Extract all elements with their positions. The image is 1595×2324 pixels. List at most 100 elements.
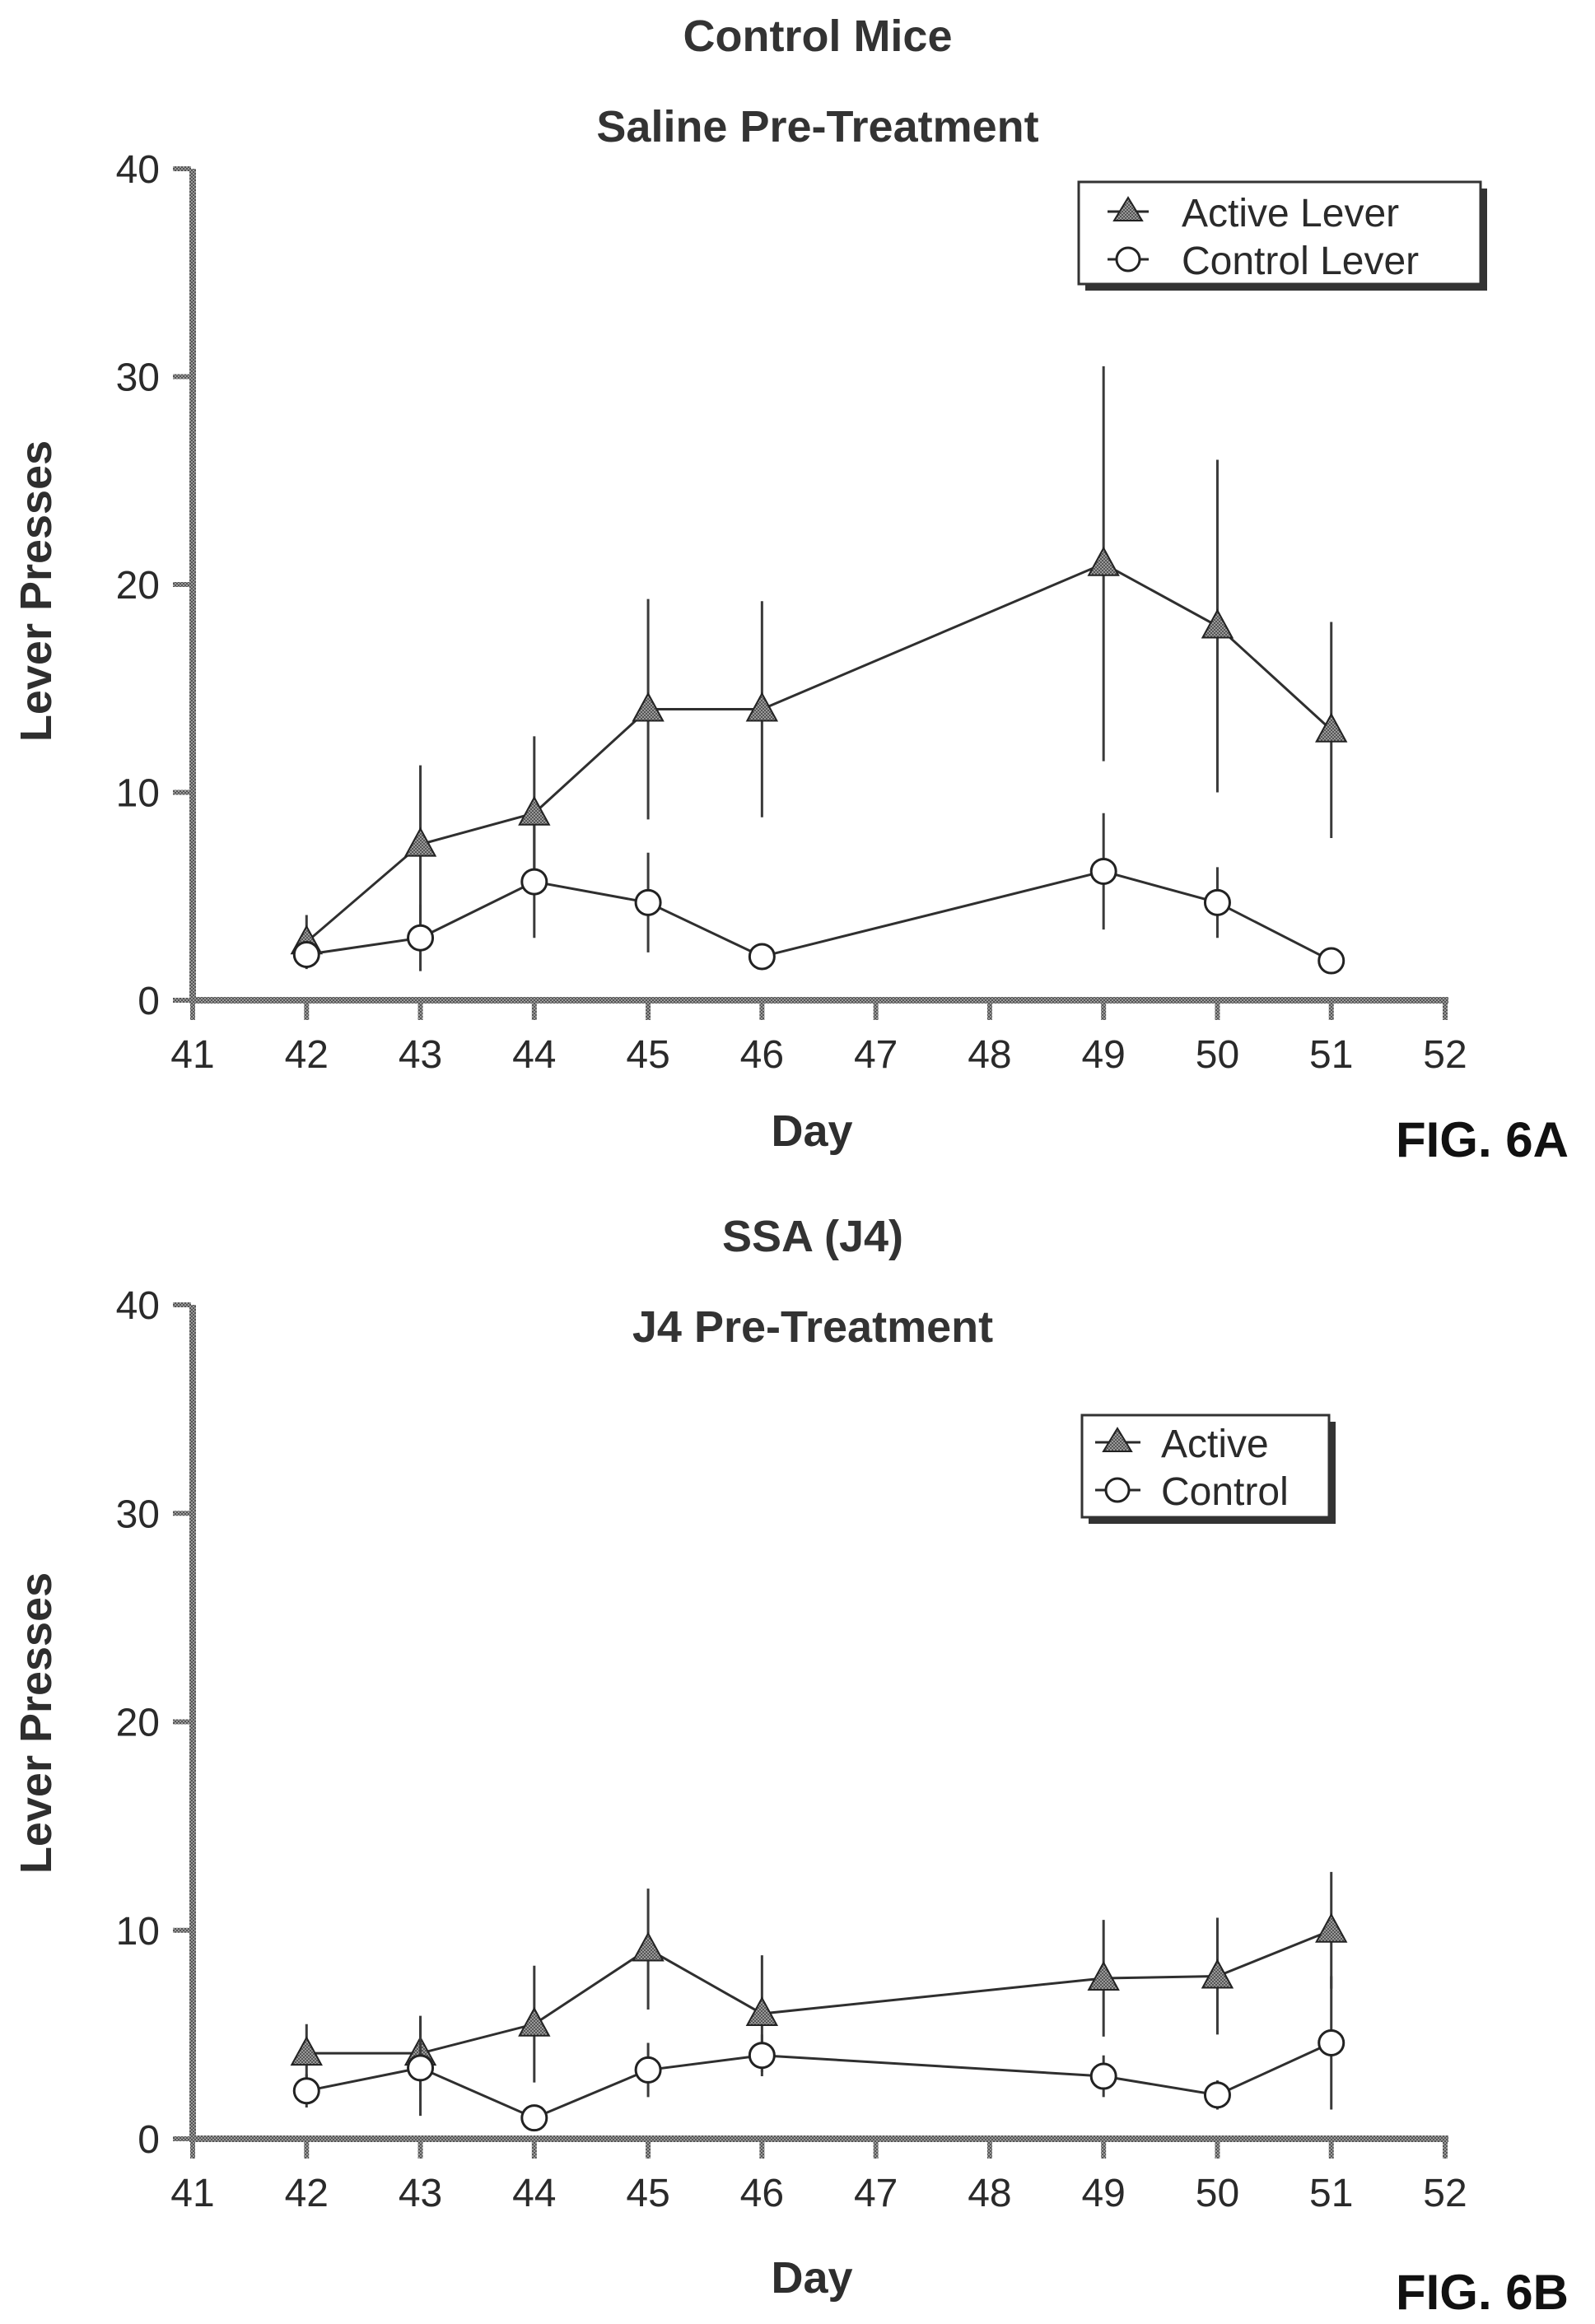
x-tick — [1215, 2140, 1220, 2159]
triangle-point — [518, 2006, 551, 2037]
x-tick-label: 50 — [1196, 1033, 1239, 1077]
y-tick-label: 0 — [138, 2118, 160, 2162]
x-axis-label-a: Day — [771, 1106, 852, 1156]
x-tick-label: 52 — [1423, 1033, 1467, 1077]
legend-triangle-marker-a — [1112, 196, 1144, 221]
legend-label-control-b: Control — [1161, 1470, 1289, 1514]
x-tick-label: 49 — [1081, 1033, 1125, 1077]
chart-title-a: Control Mice — [683, 12, 952, 61]
legend-label-active-a: Active Lever — [1182, 192, 1399, 235]
x-tick — [417, 2140, 423, 2159]
chart-panel-b: SSA (J4) J4 Pre-Treatment 0 10 20 30 40 41 42… — [12, 1212, 1569, 2320]
circle-point — [1318, 947, 1345, 975]
y-axis-line — [189, 1305, 196, 2142]
x-axis-label-b: Day — [771, 2253, 852, 2303]
y-tick-label: 30 — [116, 1493, 160, 1536]
circle-point — [407, 924, 435, 952]
triangle-point — [1201, 1958, 1234, 1989]
triangle-point — [1087, 546, 1120, 576]
x-tick-label: 46 — [740, 2172, 784, 2215]
y-tick — [173, 166, 191, 171]
x-tick-label: 47 — [854, 2172, 898, 2215]
series-active — [290, 366, 1348, 970]
circle-point — [292, 940, 320, 968]
x-axis-line — [189, 2135, 1448, 2142]
legend-triangle-marker-b — [1102, 1427, 1133, 1452]
x-tick — [1328, 1002, 1334, 1020]
y-tick-label: 20 — [116, 564, 160, 608]
plot-area-a — [290, 366, 1348, 975]
x-tick — [986, 2140, 992, 2159]
series-active — [290, 1871, 1348, 2091]
legend-a: Active Lever Control Lever — [1077, 180, 1487, 291]
x-tick — [1101, 2140, 1107, 2159]
series-line — [305, 2042, 1332, 2120]
x-tick — [190, 1002, 195, 1020]
x-tick-label: 44 — [512, 1033, 556, 1077]
chart-subtitle-a: Saline Pre-Treatment — [596, 102, 1038, 151]
legend-circle-marker-a — [1115, 246, 1141, 272]
x-axis-line — [189, 997, 1448, 1004]
x-axis-b: 41 42 43 44 45 46 47 48 49 50 51 52 — [170, 2135, 1467, 2215]
x-tick — [304, 1002, 310, 1020]
figure-label-a: FIG. 6A — [1396, 1112, 1569, 1167]
y-axis-b: 0 10 20 30 40 — [116, 1284, 196, 2162]
x-tick-label: 49 — [1081, 2172, 1125, 2215]
x-tick — [1215, 1002, 1220, 1020]
triangle-point — [518, 795, 551, 826]
plot-area-b — [290, 1871, 1348, 2132]
series-line — [306, 869, 1332, 962]
y-tick — [173, 2136, 191, 2141]
triangle-point — [632, 1931, 665, 1962]
circle-point — [292, 2077, 320, 2105]
chart-panel-a: Control Mice Saline Pre-Treatment 0 10 20 3… — [12, 12, 1569, 1167]
y-tick — [173, 1719, 191, 1725]
y-axis-a: 0 10 20 30 40 — [116, 148, 196, 1023]
series-line — [305, 562, 1332, 943]
y-tick-label: 10 — [116, 772, 160, 816]
x-tick — [986, 1002, 992, 1020]
chart-title-b: SSA (J4) — [722, 1212, 903, 1261]
x-tick-label: 43 — [399, 1033, 442, 1077]
circle-point — [407, 2054, 435, 2082]
y-tick — [173, 374, 191, 380]
y-tick — [173, 1927, 191, 1933]
circle-point — [1203, 2081, 1231, 2109]
triangle-point — [745, 692, 779, 722]
x-tick-label: 48 — [968, 1033, 1011, 1077]
x-tick-label: 45 — [626, 2172, 669, 2215]
figure-label-b: FIG. 6B — [1396, 2265, 1569, 2320]
y-tick — [173, 1302, 191, 1307]
legend-box-a — [1077, 180, 1482, 286]
series-control — [292, 1976, 1345, 2132]
y-axis-line — [189, 169, 196, 1004]
x-tick-label: 48 — [968, 2172, 1011, 2215]
series-control — [292, 813, 1345, 975]
x-tick — [1101, 1002, 1107, 1020]
x-tick-label: 43 — [399, 2172, 442, 2215]
y-tick-label: 10 — [116, 1910, 160, 1954]
x-tick-label: 47 — [854, 1033, 898, 1077]
circle-point — [748, 943, 776, 971]
x-tick — [1443, 2140, 1448, 2159]
y-tick — [173, 582, 191, 587]
chart-subtitle-b: J4 Pre-Treatment — [632, 1302, 993, 1352]
x-tick — [1443, 1002, 1448, 1020]
circle-point — [634, 2056, 662, 2084]
circle-point — [1203, 888, 1231, 916]
x-tick — [190, 2140, 195, 2159]
circle-point — [1318, 2029, 1345, 2057]
y-tick-label: 40 — [116, 148, 160, 192]
x-tick-label: 42 — [285, 2172, 329, 2215]
triangle-point — [1087, 1960, 1120, 1991]
y-tick-label: 40 — [116, 1284, 160, 1328]
x-tick-label: 42 — [285, 1033, 329, 1077]
legend-b: Active Control — [1080, 1413, 1336, 1524]
x-tick-label: 51 — [1309, 2172, 1353, 2215]
circle-point — [1089, 857, 1117, 885]
x-tick — [759, 2140, 765, 2159]
triangle-point — [1201, 608, 1234, 639]
triangle-point — [745, 1996, 779, 2027]
x-tick — [646, 1002, 651, 1020]
